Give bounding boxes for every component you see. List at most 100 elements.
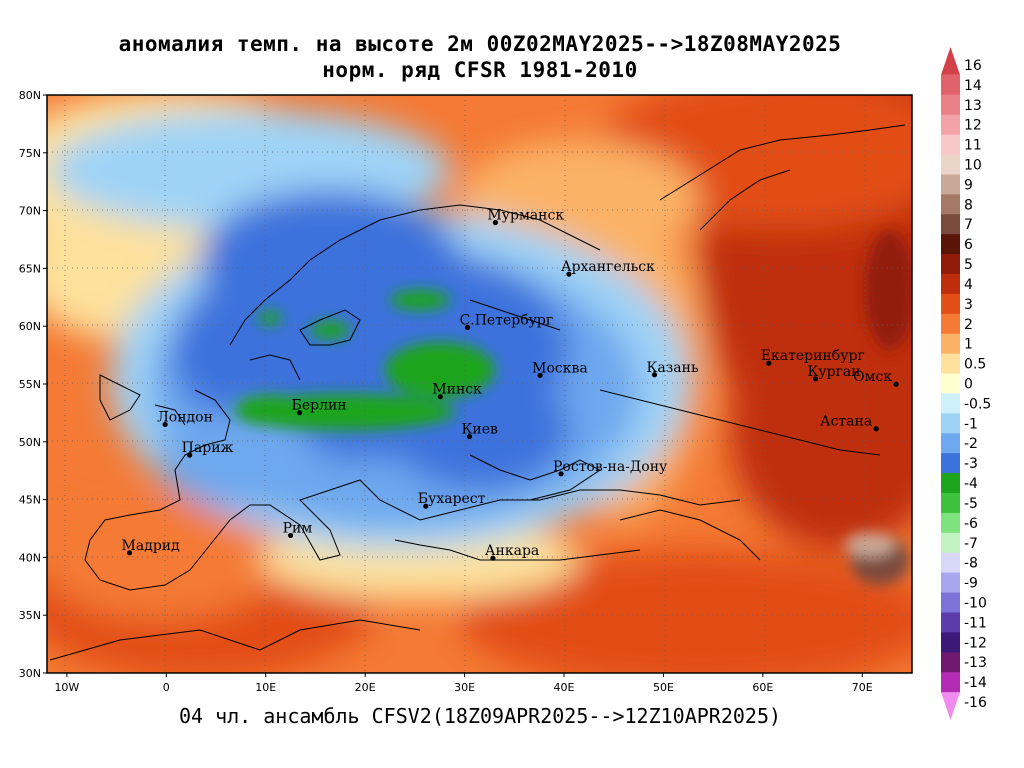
city-label: Мурманск xyxy=(487,208,564,224)
city-marker xyxy=(296,410,303,416)
chart-subtitle: норм. ряд CFSR 1981-2010 xyxy=(322,58,638,82)
colorbar-swatch xyxy=(941,493,960,514)
city-marker xyxy=(893,381,899,387)
colorbar-swatch xyxy=(941,174,960,195)
city-label: Лондон xyxy=(157,409,213,425)
city-marker xyxy=(466,433,473,440)
city-label: Париж xyxy=(182,440,234,456)
colorbar-swatch xyxy=(941,134,960,156)
colorbar-swatch xyxy=(941,453,960,474)
colorbar-swatch xyxy=(941,652,960,673)
ensemble-caption: 04 чл. ансамбль CFSV2(18Z09APR2025-->12Z… xyxy=(178,704,782,728)
colorbar-label: -9 xyxy=(964,576,978,592)
colorbar-swatch xyxy=(941,512,960,534)
lon-tick-label: 40E xyxy=(554,681,575,694)
colorbar-swatch xyxy=(941,333,960,355)
city-marker xyxy=(492,219,499,226)
lat-tick-label: 30N xyxy=(19,667,41,680)
colorbar-label: 7 xyxy=(964,217,973,233)
lon-tick-label: 30E xyxy=(454,681,475,694)
colorbar-swatch xyxy=(941,353,960,375)
city-marker xyxy=(490,555,496,561)
lon-tick-label: 50E xyxy=(653,681,674,694)
colorbar-swatch xyxy=(941,234,960,255)
city-marker xyxy=(162,421,168,428)
city-marker xyxy=(873,426,879,432)
colorbar-swatch xyxy=(941,612,960,633)
colorbar-swatch xyxy=(941,293,960,315)
city-marker xyxy=(537,372,543,378)
colorbar-swatch xyxy=(941,313,960,335)
colorbar-swatch xyxy=(941,47,960,75)
city-label: Ростов-на-Дону xyxy=(553,459,668,475)
lon-tick-label: 0 xyxy=(163,681,170,694)
colorbar-label: -13 xyxy=(964,655,987,671)
colorbar-label: 10 xyxy=(964,158,982,174)
colorbar-swatch xyxy=(941,254,960,275)
city-marker xyxy=(464,324,471,330)
colorbar-label: 2 xyxy=(964,317,973,333)
lon-axis: 10W 0 10E 20E 30E 40E 50E 60E 70E xyxy=(54,673,873,694)
colorbar-label: 12 xyxy=(964,118,982,134)
colorbar-swatch xyxy=(941,194,960,215)
lat-tick-label: 35N xyxy=(19,609,41,622)
lat-tick-label: 60N xyxy=(19,320,41,333)
colorbar-label: 1 xyxy=(964,337,973,353)
lat-tick-label: 70N xyxy=(19,205,41,218)
colorbar-swatch xyxy=(941,274,960,295)
colorbar-swatch xyxy=(941,473,960,494)
colorbar-swatch xyxy=(941,393,960,414)
colorbar-swatch xyxy=(941,373,960,394)
city-marker xyxy=(766,360,772,366)
city-label: Омск xyxy=(853,369,892,385)
lat-tick-label: 75N xyxy=(19,147,41,160)
colorbar-label: 13 xyxy=(964,98,982,114)
city-label: Мадрид xyxy=(122,538,181,554)
colorbar-swatch xyxy=(941,94,960,116)
city-label: Берлин xyxy=(292,398,347,414)
city-label: Рим xyxy=(283,520,313,536)
city-label: Казань xyxy=(646,360,698,376)
city-label: Минск xyxy=(432,382,482,398)
colorbar-label: -16 xyxy=(964,695,987,711)
colorbar-swatch xyxy=(941,552,960,574)
chart-title: аномалия темп. на высоте 2м 00Z02MAY2025… xyxy=(118,32,842,56)
colorbar-label: 0.5 xyxy=(964,357,986,373)
colorbar-swatch xyxy=(941,632,960,653)
colorbar-swatch xyxy=(941,572,960,594)
colorbar-label: -4 xyxy=(964,476,978,492)
colorbar-label: 3 xyxy=(964,297,973,313)
anomaly-field xyxy=(47,95,912,673)
colorbar-label: -8 xyxy=(964,556,978,572)
colorbar-label: 8 xyxy=(964,197,973,213)
city-marker xyxy=(566,271,572,277)
colorbar-label: -14 xyxy=(964,675,987,691)
colorbar-swatch xyxy=(941,114,960,136)
city-label: Анкара xyxy=(485,543,539,559)
colorbar-label: -7 xyxy=(964,536,978,552)
colorbar-label: -3 xyxy=(964,456,978,472)
colorbar-label: -10 xyxy=(964,596,987,612)
colorbar-label: -12 xyxy=(964,635,987,651)
city-marker xyxy=(187,452,193,458)
city-label: С.Петербург xyxy=(460,312,554,328)
city-label: Курган xyxy=(808,364,861,380)
colorbar-swatch xyxy=(941,214,960,235)
colorbar-swatch xyxy=(941,692,960,720)
colorbar-swatch xyxy=(941,592,960,613)
colorbar-label: 16 xyxy=(964,58,982,74)
lon-tick-label: 20E xyxy=(355,681,376,694)
lat-tick-label: 80N xyxy=(19,89,41,102)
lat-tick-label: 65N xyxy=(19,262,41,275)
city-marker xyxy=(651,372,658,378)
lat-tick-label: 50N xyxy=(19,436,41,449)
lon-tick-label: 70E xyxy=(852,681,873,694)
city-marker xyxy=(287,532,294,539)
colorbar-label: 4 xyxy=(964,277,973,293)
city-marker xyxy=(126,550,133,556)
colorbar-label: 0 xyxy=(964,377,973,393)
colorbar-label: -2 xyxy=(964,436,978,452)
lat-tick-label: 40N xyxy=(19,551,41,564)
